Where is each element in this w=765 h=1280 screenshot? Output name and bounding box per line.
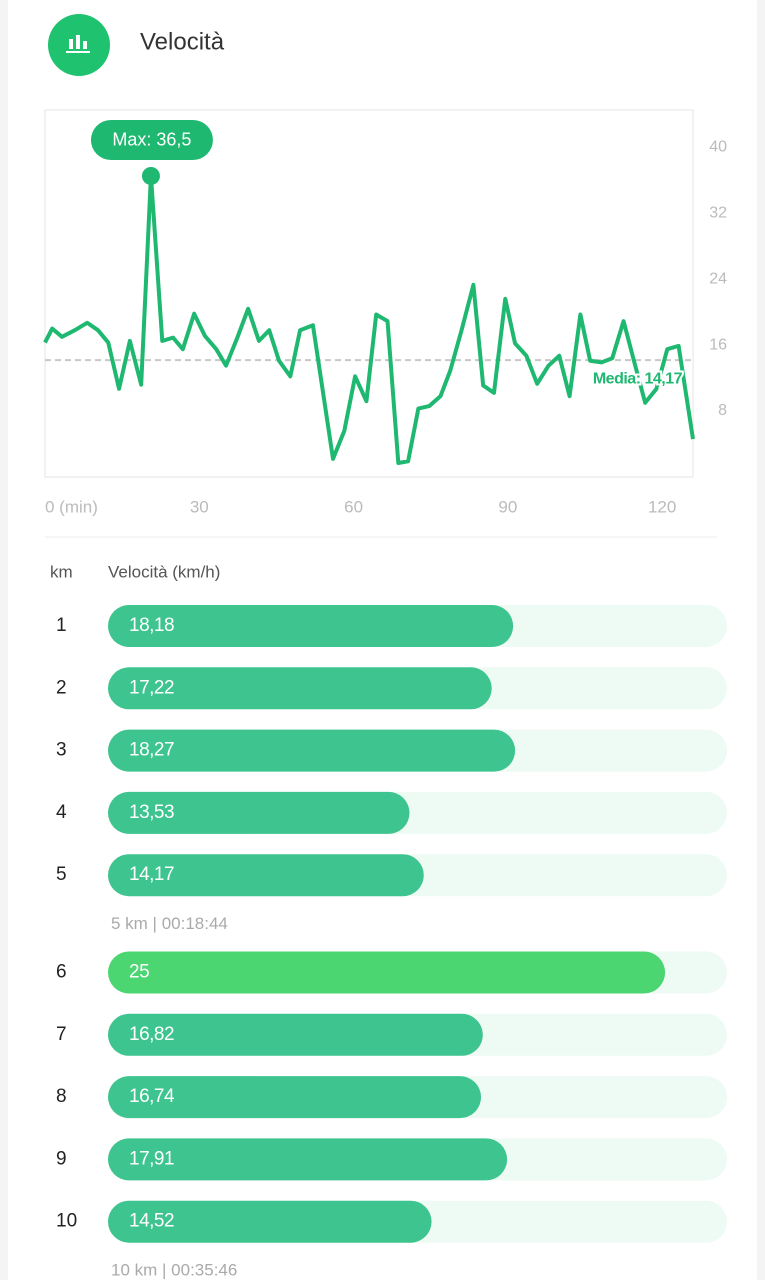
y-tick-label: 8 [718, 402, 727, 419]
km-label: 5 [56, 864, 67, 885]
max-label: Max: 36,5 [112, 130, 191, 150]
bar-label: 16,74 [129, 1086, 175, 1107]
mean-label: Media: 14,17 [593, 370, 683, 387]
bar [108, 1138, 508, 1181]
section-title: Velocità [140, 28, 225, 55]
x-tick-label: 0 (min) [45, 497, 98, 516]
max-dot [141, 166, 160, 185]
y-tick-label: 32 [709, 204, 727, 221]
km-label: 9 [56, 1148, 67, 1169]
x-tick-label: 120 [648, 497, 676, 516]
bar [108, 667, 492, 710]
bar [108, 951, 666, 994]
km-label: 4 [56, 802, 67, 823]
y-tick-label: 16 [709, 336, 727, 353]
speed-line [43, 173, 695, 465]
bar [108, 729, 516, 772]
bar-label: 17,91 [129, 1148, 174, 1169]
bar [108, 791, 410, 834]
km-label: 8 [56, 1086, 67, 1107]
km-label: 6 [56, 962, 67, 983]
bar-label: 14,17 [129, 864, 174, 885]
km-label: 3 [56, 740, 67, 761]
bar-label: 17,22 [129, 677, 174, 698]
x-tick-label: 60 [344, 497, 363, 516]
plot-frame [44, 109, 694, 478]
km-label: 7 [56, 1024, 67, 1045]
bar [108, 854, 424, 897]
bar [108, 1076, 482, 1119]
bar-label: 13,53 [129, 802, 174, 823]
km-label: 1 [56, 615, 67, 636]
bar-label: 16,82 [129, 1024, 174, 1045]
bar-label: 14,52 [129, 1211, 174, 1232]
km-label: 2 [56, 677, 67, 698]
x-tick-label: 30 [190, 497, 209, 516]
bar [108, 1013, 483, 1056]
bar [108, 605, 514, 647]
x-tick-label: 90 [498, 497, 517, 516]
col-header: Velocità (km/h) [108, 562, 220, 581]
y-tick-label: 24 [709, 270, 727, 287]
split-summary: 5 km | 00:18:44 [111, 914, 228, 933]
max-badge [90, 119, 213, 160]
icon-glyph [66, 35, 90, 53]
bar-label: 18,27 [129, 740, 174, 761]
col-header: km [50, 562, 73, 581]
bar-label: 25 [129, 962, 149, 983]
bar [108, 1200, 432, 1243]
km-label: 10 [56, 1211, 77, 1232]
y-tick-label: 40 [709, 138, 727, 155]
bar-label: 18,18 [129, 615, 174, 636]
split-summary: 10 km | 00:35:46 [111, 1260, 237, 1279]
